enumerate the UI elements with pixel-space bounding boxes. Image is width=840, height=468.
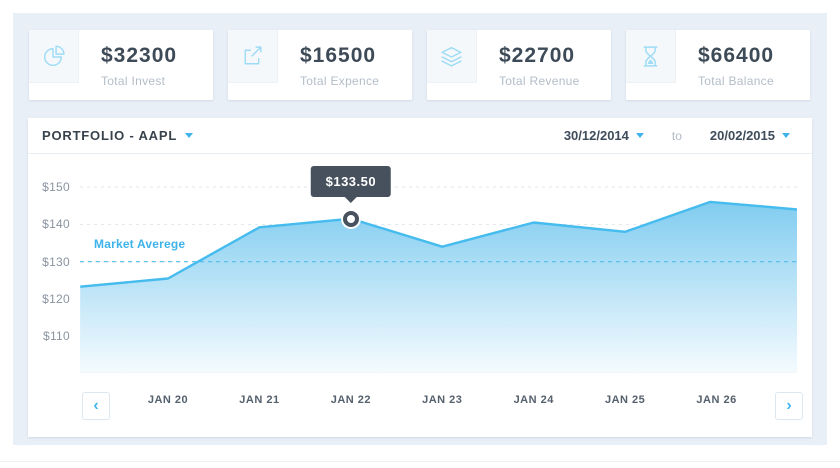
hourglass-icon <box>626 30 676 83</box>
x-tick-label: JAN 22 <box>330 394 371 406</box>
layers-icon <box>427 30 477 83</box>
portfolio-chart-card: PORTFOLIO - AAPL 30/12/2014 to 20/02/201… <box>28 118 812 437</box>
pie-chart-icon <box>29 30 79 83</box>
tooltip-value: $133.50 <box>325 173 377 189</box>
page-bottom-divider <box>0 461 840 462</box>
y-tick-label: $140 <box>42 217 70 232</box>
stat-label: Total Expence <box>300 74 380 88</box>
date-range: 30/12/2014 to 20/02/2015 <box>564 128 790 143</box>
portfolio-title-dropdown[interactable]: PORTFOLIO - AAPL <box>42 128 194 143</box>
stat-label: Total Balance <box>698 74 774 88</box>
x-tick-label: JAN 24 <box>513 394 554 406</box>
market-average-label: Market Averege <box>94 237 186 251</box>
x-tick-label: JAN 21 <box>239 394 280 406</box>
stat-label: Total Invest <box>101 74 166 88</box>
chart-header: PORTFOLIO - AAPL 30/12/2014 to 20/02/201… <box>28 118 812 154</box>
y-tick-label: $150 <box>42 180 70 194</box>
highlighted-data-point[interactable] <box>342 210 359 227</box>
stat-value: $22700 <box>499 44 576 67</box>
y-tick-label: $110 <box>42 329 70 344</box>
area-chart-canvas <box>80 186 798 373</box>
price-line <box>80 200 798 288</box>
stat-card-total-expence: $16500 Total Expence <box>228 30 412 100</box>
stat-value: $32300 <box>101 44 178 67</box>
stat-value: $66400 <box>698 44 775 67</box>
chart-prev-button[interactable]: ‹ <box>82 392 110 420</box>
stat-label: Total Revenue <box>499 74 580 88</box>
stat-card-total-invest: $32300 Total Invest <box>29 30 213 100</box>
chart-next-button[interactable]: › <box>775 392 803 420</box>
x-tick-label: JAN 25 <box>604 394 646 406</box>
chevron-down-icon <box>635 133 644 138</box>
y-tick-label: $120 <box>42 291 70 306</box>
stat-card-total-balance: $66400 Total Balance <box>626 30 810 100</box>
x-tick-label: JAN 26 <box>696 394 737 406</box>
stat-card-total-revenue: $22700 Total Revenue <box>427 30 611 100</box>
chevron-down-icon <box>185 133 194 138</box>
chevron-down-icon <box>782 133 790 138</box>
date-range-to-label: to <box>671 128 682 143</box>
date-from-dropdown[interactable]: 30/12/2014 <box>564 128 644 143</box>
page-title: PORTFOLIO - AAPL <box>42 128 178 143</box>
expand-icon <box>228 30 278 83</box>
y-tick-label: $130 <box>42 254 70 269</box>
area-fill <box>80 201 797 372</box>
x-tick-label: JAN 23 <box>422 394 463 406</box>
date-to-dropdown[interactable]: 20/02/2015 <box>710 128 790 143</box>
date-from-value: 30/12/2014 <box>563 128 629 143</box>
stat-value: $16500 <box>300 44 377 67</box>
data-point-tooltip: $133.50 <box>310 165 392 203</box>
x-tick-label: JAN 20 <box>147 394 189 406</box>
date-to-value: 20/02/2015 <box>709 128 775 143</box>
